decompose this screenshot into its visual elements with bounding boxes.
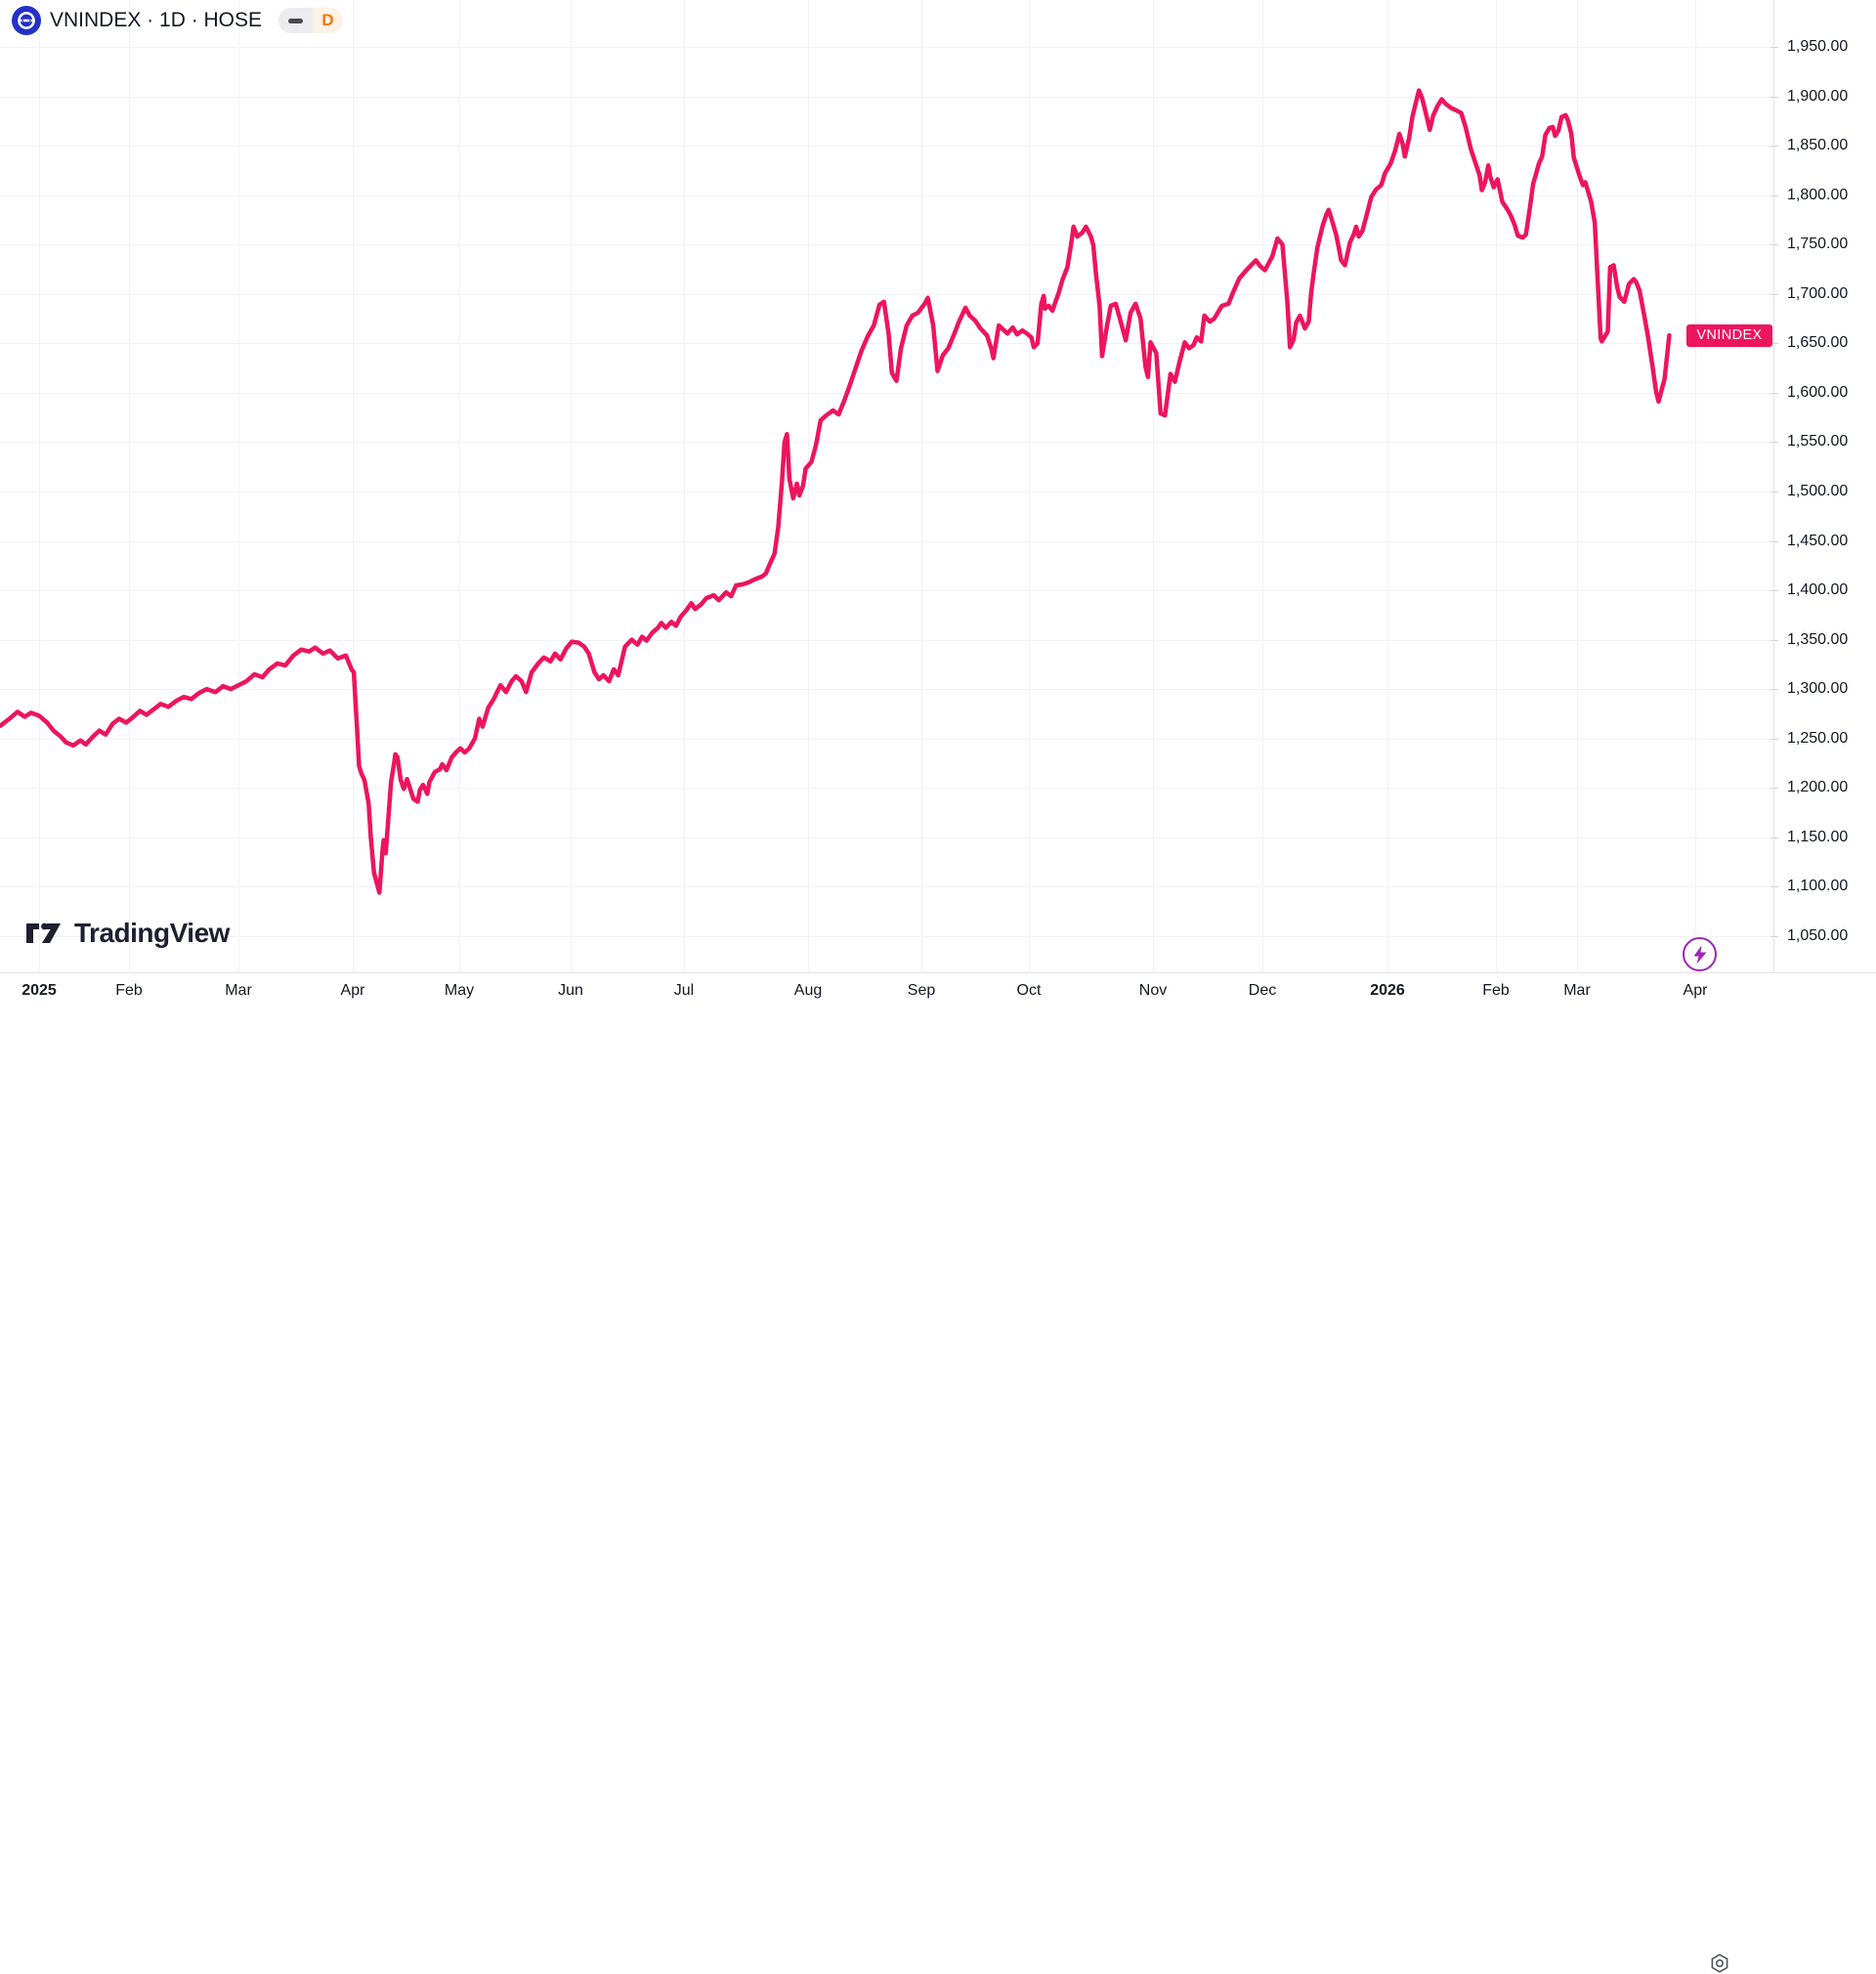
price-axis-label: 1,800.00 — [1787, 186, 1849, 203]
price-axis-tick — [1770, 442, 1778, 444]
time-axis-label: Mar — [1563, 981, 1591, 999]
timezone-settings-button[interactable] — [1709, 1953, 1730, 1974]
time-axis-label: Feb — [1482, 981, 1510, 999]
tradingview-watermark: TradingView — [25, 918, 230, 949]
lightning-bolt-icon — [1693, 945, 1706, 964]
price-axis-tick — [1770, 738, 1778, 740]
price-axis-label: 1,150.00 — [1787, 828, 1849, 845]
time-axis-label: Jul — [673, 981, 695, 999]
price-axis-label: 1,350.00 — [1787, 630, 1849, 648]
price-axis-label: 1,700.00 — [1787, 284, 1849, 302]
tradingview-logo-text: TradingView — [74, 918, 230, 948]
time-axis-label: Nov — [1138, 981, 1168, 999]
time-axis-label: Jun — [558, 981, 583, 999]
tradingview-logo-icon — [26, 923, 61, 943]
price-axis-label: 1,300.00 — [1787, 680, 1849, 698]
price-axis-tick — [1770, 293, 1778, 295]
price-axis-tick — [1770, 392, 1778, 394]
time-axis-label: Mar — [225, 981, 252, 999]
time-axis-label: May — [444, 981, 475, 999]
price-axis[interactable]: 1,950.00 1,900.00 1,850.00 1,800.00 1,750.00… — [1770, 0, 1876, 972]
interval-pill[interactable]: D — [278, 8, 344, 33]
time-axis-label: 2026 — [1370, 981, 1405, 999]
price-axis-label: 1,750.00 — [1787, 236, 1849, 253]
price-axis-tick — [1770, 491, 1778, 493]
time-axis-label: 2025 — [21, 981, 57, 999]
price-axis-tick — [1770, 96, 1778, 98]
hose-exchange-logo-icon — [12, 6, 41, 35]
price-axis-label: 1,600.00 — [1787, 383, 1849, 401]
time-axis[interactable]: 2025 Feb Mar Apr May Jun Jul Aug Sep Oct Nov Dec 202… — [0, 972, 1876, 1973]
price-axis-tick — [1770, 146, 1778, 148]
time-axis-label: Aug — [793, 981, 823, 999]
price-axis-label: 1,900.00 — [1787, 87, 1849, 105]
price-axis-tick — [1770, 343, 1778, 345]
time-axis-label: Oct — [1016, 981, 1042, 999]
price-axis-label: 1,500.00 — [1787, 482, 1849, 499]
dash-icon — [288, 18, 304, 23]
price-axis-tick — [1770, 540, 1778, 542]
price-axis-label: 1,550.00 — [1787, 433, 1849, 451]
price-axis-label: 1,400.00 — [1787, 581, 1849, 599]
price-axis-tick — [1770, 837, 1778, 838]
chart-canvas[interactable] — [0, 0, 1773, 972]
price-axis-tick — [1770, 47, 1778, 48]
price-axis-label: 1,250.00 — [1787, 729, 1849, 747]
price-axis-tick — [1770, 788, 1778, 790]
price-line-series — [0, 88, 1672, 895]
price-axis-tick — [1770, 935, 1778, 937]
symbol-header: VNINDEX · 1D · HOSE D — [12, 6, 344, 35]
price-axis-label: 1,200.00 — [1787, 779, 1849, 796]
price-axis-label: 1,850.00 — [1787, 137, 1849, 154]
time-axis-label: Sep — [907, 981, 936, 999]
series-price-label: VNINDEX — [1686, 323, 1772, 347]
price-axis-label: 1,050.00 — [1787, 926, 1849, 944]
price-axis-tick — [1770, 590, 1778, 592]
price-axis-tick — [1770, 194, 1778, 196]
time-axis-label: Apr — [1683, 981, 1708, 999]
collapse-toggle[interactable] — [278, 8, 314, 33]
price-axis-label: 1,650.00 — [1787, 334, 1849, 352]
price-axis-tick — [1770, 244, 1778, 246]
time-axis-label: Dec — [1248, 981, 1277, 999]
symbol-title[interactable]: VNINDEX · 1D · HOSE — [50, 9, 263, 31]
flash-action-button[interactable] — [1683, 937, 1717, 971]
price-axis-tick — [1770, 689, 1778, 691]
price-axis-label: 1,450.00 — [1787, 532, 1849, 549]
price-axis-label: 1,950.00 — [1787, 38, 1849, 55]
interval-badge[interactable]: D — [313, 8, 344, 33]
price-axis-tick — [1770, 639, 1778, 641]
time-axis-label: Apr — [340, 981, 365, 999]
price-axis-label: 1,100.00 — [1787, 878, 1849, 895]
time-axis-label: Feb — [115, 981, 143, 999]
price-axis-tick — [1770, 886, 1778, 888]
gear-icon — [1711, 1953, 1728, 1973]
grid-lines — [0, 0, 1773, 972]
